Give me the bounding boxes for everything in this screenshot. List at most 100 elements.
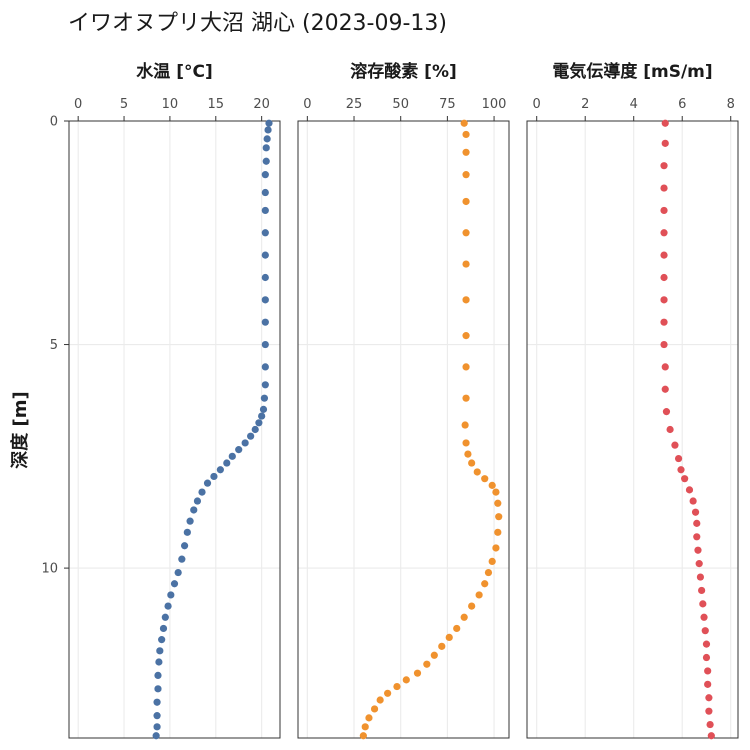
data-point: [183, 528, 191, 536]
data-point: [263, 135, 271, 143]
x-tick-label: 100: [482, 97, 507, 112]
data-point: [453, 624, 461, 633]
data-point: [430, 651, 438, 659]
x-tick-label: 0: [74, 97, 82, 112]
data-point: [216, 466, 224, 474]
x-tick-label: 0: [303, 97, 311, 112]
data-point: [494, 528, 502, 536]
data-point: [413, 669, 422, 677]
data-point: [264, 126, 272, 134]
data-point: [174, 568, 182, 577]
data-point: [660, 162, 668, 170]
data-point: [661, 139, 669, 147]
data-point: [261, 251, 269, 259]
data-point: [261, 340, 269, 349]
data-point: [258, 412, 266, 420]
data-point: [694, 546, 702, 554]
data-point: [203, 479, 212, 487]
data-point: [660, 206, 668, 215]
x-tick-label: 8: [727, 97, 735, 112]
data-point: [260, 394, 269, 402]
x-tick-label: 0: [533, 97, 541, 112]
data-point: [494, 499, 502, 507]
data-point: [261, 363, 269, 371]
data-point: [153, 698, 161, 706]
data-point: [702, 653, 711, 662]
data-point: [685, 486, 694, 494]
panel-title: 溶存酸素 [%]: [350, 61, 457, 82]
data-point: [462, 363, 470, 371]
data-point: [153, 723, 161, 731]
data-point: [660, 229, 668, 237]
data-point: [261, 171, 269, 179]
data-point: [484, 568, 493, 577]
data-point: [462, 197, 470, 206]
data-point: [693, 519, 701, 527]
data-point: [402, 676, 410, 684]
data-point: [475, 591, 483, 599]
panel-frame: [526, 120, 739, 739]
data-point: [170, 580, 179, 588]
x-tick-label: 5: [120, 97, 128, 112]
data-point: [261, 296, 269, 304]
data-point: [705, 707, 713, 715]
data-point: [481, 580, 489, 588]
data-point: [488, 557, 496, 565]
data-point: [167, 591, 175, 599]
data-point: [193, 497, 202, 505]
panel-2: 溶存酸素 [%] 0 25 50 75 100: [297, 61, 510, 740]
data-point: [262, 144, 270, 152]
data-point: [261, 206, 269, 215]
data-point: [210, 472, 218, 481]
data-point: [198, 488, 206, 496]
data-point: [262, 157, 270, 165]
x-tick-label: 4: [630, 97, 638, 112]
y-axis-label: 深度 [m]: [9, 391, 31, 468]
data-point: [261, 381, 269, 389]
x-tick-label: 25: [346, 97, 363, 112]
data-point: [462, 296, 470, 304]
x-tick-label: 75: [439, 97, 456, 112]
data-point: [677, 466, 685, 474]
x-tick-label: 6: [678, 97, 686, 112]
data-point: [492, 544, 500, 552]
data-point: [241, 439, 249, 447]
data-point: [223, 459, 231, 467]
data-point: [661, 119, 669, 127]
data-point: [376, 696, 384, 704]
data-point: [261, 273, 269, 282]
data-point: [159, 624, 168, 633]
data-point: [666, 425, 674, 434]
data-point: [693, 533, 701, 541]
data-point: [462, 260, 470, 268]
panel-3: 電気伝導度 [mS/m] 0 2 4 6 8: [526, 61, 739, 740]
y-tick-label: 0: [50, 115, 58, 130]
data-point: [178, 555, 186, 563]
data-point: [161, 613, 169, 621]
x-tick-label: 20: [253, 97, 270, 112]
x-tick-label: 2: [581, 97, 589, 112]
data-point: [156, 647, 164, 655]
y-axis: 0 5 10: [41, 115, 69, 577]
data-point: [190, 506, 198, 514]
panel-frame: [68, 120, 281, 739]
data-point: [495, 513, 503, 521]
data-point: [164, 602, 172, 610]
data-point: [706, 720, 714, 729]
panel-frame: [297, 120, 510, 739]
data-point: [695, 560, 703, 568]
data-point: [158, 636, 166, 644]
data-point: [681, 475, 689, 483]
data-point: [461, 421, 469, 429]
data-point: [361, 723, 369, 731]
data-point: [707, 732, 715, 740]
data-point: [423, 660, 431, 668]
data-point: [704, 667, 712, 675]
data-point: [393, 682, 401, 691]
data-point: [468, 459, 476, 467]
data-point: [698, 586, 706, 595]
data-point: [660, 318, 668, 326]
data-point: [488, 481, 496, 489]
